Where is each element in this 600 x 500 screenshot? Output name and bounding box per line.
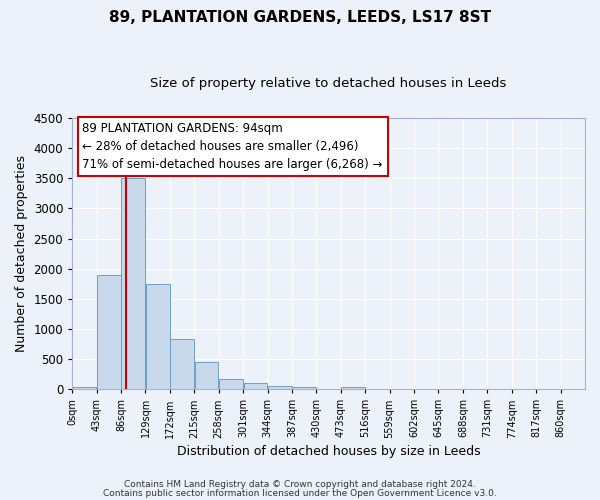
- Text: 89, PLANTATION GARDENS, LEEDS, LS17 8ST: 89, PLANTATION GARDENS, LEEDS, LS17 8ST: [109, 10, 491, 25]
- Bar: [292, 386, 316, 389]
- Bar: [268, 386, 292, 389]
- Text: Contains HM Land Registry data © Crown copyright and database right 2024.: Contains HM Land Registry data © Crown c…: [124, 480, 476, 489]
- Bar: [170, 338, 194, 389]
- Bar: [97, 274, 121, 389]
- X-axis label: Distribution of detached houses by size in Leeds: Distribution of detached houses by size …: [177, 444, 481, 458]
- Title: Size of property relative to detached houses in Leeds: Size of property relative to detached ho…: [151, 78, 507, 90]
- Bar: [194, 362, 218, 389]
- Y-axis label: Number of detached properties: Number of detached properties: [15, 155, 28, 352]
- Bar: [219, 378, 243, 389]
- Bar: [73, 386, 96, 389]
- Bar: [146, 284, 170, 389]
- Bar: [244, 383, 267, 389]
- Text: 89 PLANTATION GARDENS: 94sqm
← 28% of detached houses are smaller (2,496)
71% of: 89 PLANTATION GARDENS: 94sqm ← 28% of de…: [82, 122, 383, 171]
- Text: Contains public sector information licensed under the Open Government Licence v3: Contains public sector information licen…: [103, 488, 497, 498]
- Bar: [341, 386, 365, 389]
- Bar: [121, 178, 145, 389]
